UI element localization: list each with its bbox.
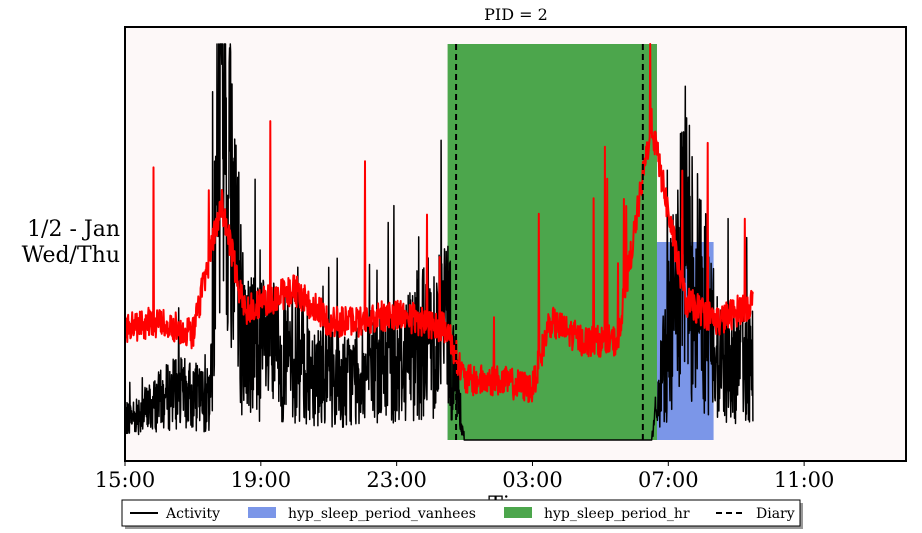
legend-hr-label: hyp_sleep_period_hr xyxy=(544,506,690,522)
x-tick-label-3: 03:00 xyxy=(502,468,563,492)
hr-line xyxy=(124,43,754,403)
chart-title: PID = 2 xyxy=(484,5,548,24)
x-tick-label-2: 23:00 xyxy=(366,468,427,492)
legend-vanhees-label: hyp_sleep_period_vanhees xyxy=(288,506,476,522)
x-tick-label-5: 11:00 xyxy=(774,468,835,492)
x-tick-label-0: 15:00 xyxy=(95,468,156,492)
x-axis-ticks: 15:00 19:00 23:00 03:00 07:00 11:00 xyxy=(95,461,835,492)
heart-rate-series xyxy=(124,43,754,403)
legend-hr-swatch xyxy=(504,507,532,518)
legend-box xyxy=(121,499,801,527)
diary-lines xyxy=(455,44,644,440)
row-label-line1: 1/2 - Jan xyxy=(27,217,120,242)
legend-activity-label: Activity xyxy=(165,506,220,522)
x-tick-label-4: 07:00 xyxy=(638,468,699,492)
x-tick-label-1: 19:00 xyxy=(231,468,292,492)
legend: Activity hyp_sleep_period_vanhees hyp_sl… xyxy=(121,499,803,529)
row-label-line2: Wed/Thu xyxy=(22,243,120,268)
legend-diary-label: Diary xyxy=(756,506,795,522)
legend-vanhees-swatch xyxy=(248,507,276,518)
plot-frame xyxy=(124,26,907,462)
